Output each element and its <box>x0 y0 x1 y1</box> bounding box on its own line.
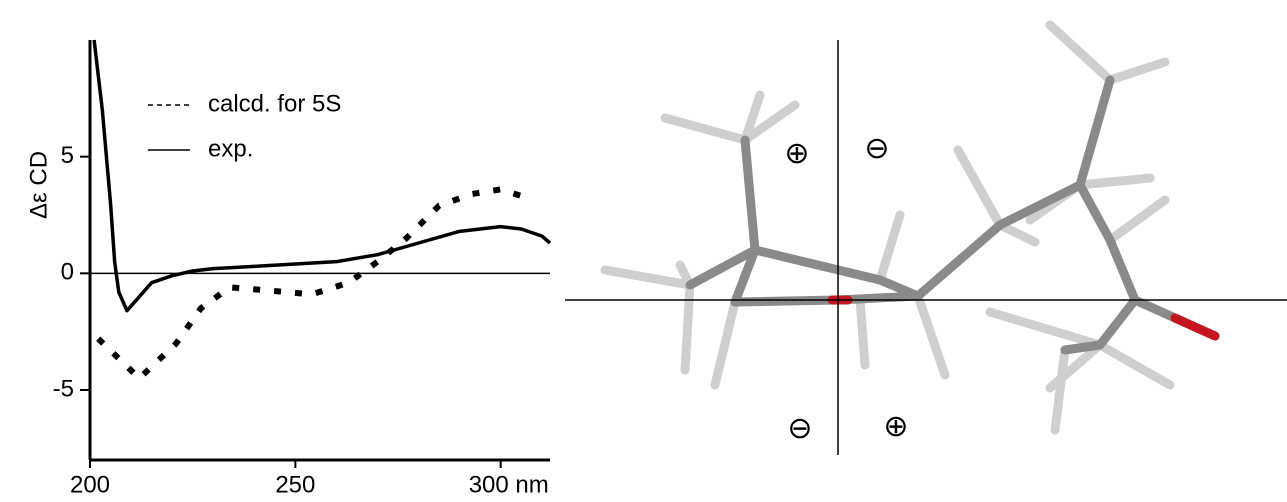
page: Δε CD ⊕ ⊖ ⊖ ⊕ 50-5200250300 nmcalcd <box>0 0 1287 502</box>
x-tick-label: 250 <box>275 471 315 497</box>
y-axis-label: Δε CD <box>25 151 52 219</box>
x-tick-label: 300 nm <box>469 471 549 497</box>
y-tick-label: 0 <box>61 259 74 286</box>
x-tick-label: 200 <box>70 471 110 497</box>
quadrant-sign: ⊖ <box>864 132 889 165</box>
y-tick-label: 5 <box>61 142 74 169</box>
carbon-bonds <box>690 80 1135 350</box>
series-line <box>98 189 529 378</box>
quadrant-sign: ⊕ <box>784 137 809 170</box>
legend-label: exp. <box>208 135 253 162</box>
series-line <box>94 40 550 311</box>
hydrogen-bonds <box>605 25 1170 430</box>
figure: Δε CD ⊕ ⊖ ⊖ ⊕ 50-5200250300 nmcalcd <box>0 0 1287 497</box>
carbonyl-bond <box>1135 300 1175 318</box>
legend-label: calcd. for 5S <box>208 90 341 117</box>
oxygen <box>1175 318 1215 336</box>
quadrant-sign: ⊖ <box>787 412 812 445</box>
molecule-model: ⊕ ⊖ ⊖ ⊕ <box>565 25 1287 455</box>
quadrant-sign: ⊕ <box>883 410 908 443</box>
y-tick-label: -5 <box>53 375 74 402</box>
